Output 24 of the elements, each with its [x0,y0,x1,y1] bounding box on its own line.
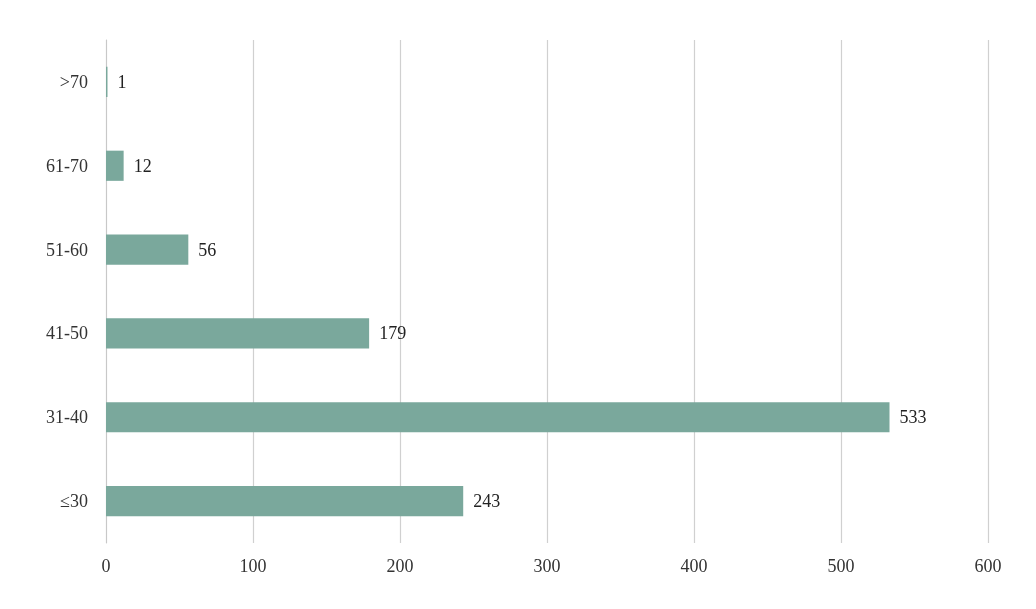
y-tick-label: 61-70 [46,155,88,176]
y-tick-label: 31-40 [46,407,88,428]
data-label: 533 [899,407,927,428]
y-tick-label: ≤30 [60,491,88,512]
x-tick-label: 400 [680,556,708,576]
bar [106,318,370,349]
y-tick-label: 41-50 [46,323,88,344]
bar [106,234,189,265]
bar [106,485,464,517]
data-label: 243 [473,491,501,512]
data-label: 179 [379,323,407,344]
x-tick-label: 0 [101,556,111,576]
bar [106,150,124,181]
x-tick-label: 600 [974,556,1002,576]
x-tick-label: 300 [533,556,561,576]
x-tick-label: 500 [827,556,855,576]
data-label: 12 [133,155,152,176]
bar [106,402,890,433]
y-tick-label: 51-60 [46,239,88,260]
data-label: 1 [117,71,127,92]
x-tick-label: 200 [386,556,414,576]
x-tick-label: 100 [239,556,267,576]
data-label: 56 [198,239,217,260]
y-tick-label: >70 [59,71,88,92]
